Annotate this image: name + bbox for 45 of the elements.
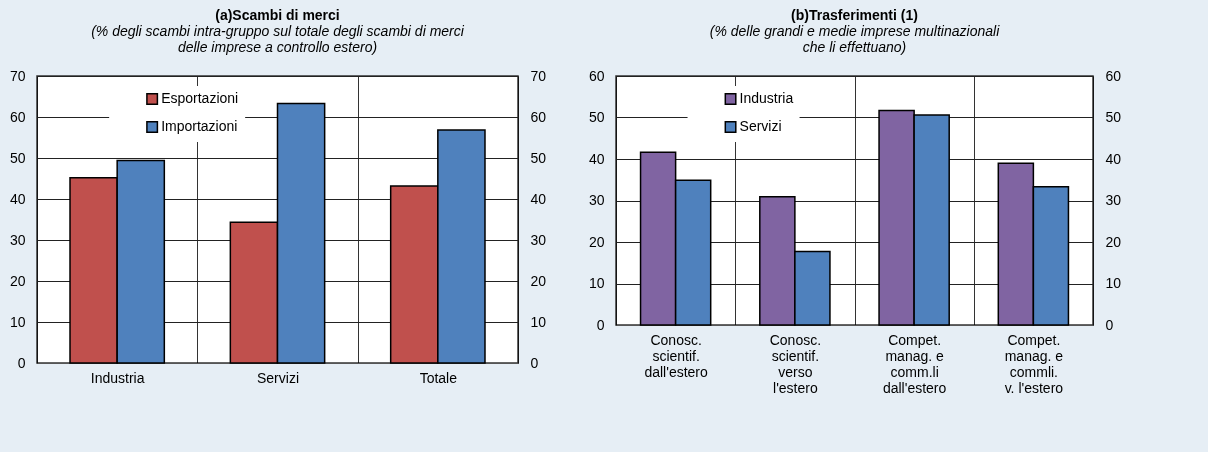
- legend-label: Industria: [739, 90, 794, 106]
- x-tick-label: Compet. manag. e comm.li dall'estero: [882, 331, 947, 396]
- y2-tick-label: 20: [530, 272, 547, 289]
- y-tick-label: 0: [596, 316, 605, 333]
- y2-tick-label: 70: [530, 67, 547, 84]
- x-tick-label: Compet. manag. e commli. v. l'estero: [1004, 331, 1064, 396]
- y-tick-label: 40: [588, 150, 605, 167]
- y2-tick-label: 60: [530, 108, 547, 125]
- y-tick-label: 40: [9, 190, 26, 207]
- y2-tick-label: 50: [1105, 109, 1122, 125]
- y-tick-label: 30: [588, 192, 605, 208]
- x-tick-label: Servizi: [256, 369, 300, 386]
- y2-tick-label: 50: [530, 149, 547, 166]
- y2-tick-label: 0: [530, 354, 539, 371]
- chart-subtitle: (% degli scambi intra-gruppo sul totale degli scambi di merci delle imprese a controllo estero): [91, 23, 465, 55]
- x-tick-label: Industria: [90, 369, 145, 386]
- y2-tick-label: 40: [530, 190, 547, 207]
- chart-title: (b)Trasferimenti (1): [791, 7, 918, 23]
- legend-label: Importazioni: [161, 118, 238, 134]
- x-tick-label: Totale: [419, 369, 458, 386]
- y-tick-label: 60: [588, 67, 605, 84]
- y2-tick-label: 20: [1105, 233, 1122, 250]
- legend-label: Esportazioni: [161, 90, 239, 106]
- y-tick-label: 0: [17, 354, 26, 371]
- chart-subtitle: (% delle grandi e medie imprese multinazionali che li effettuano): [709, 23, 1001, 55]
- y-tick-label: 70: [9, 67, 26, 84]
- y-tick-label: 30: [9, 231, 26, 248]
- chart-title: (a)Scambi di merci: [215, 7, 340, 23]
- x-tick-label: Conosc. scientif. verso l'estero: [769, 331, 822, 396]
- y-tick-label: 50: [9, 149, 26, 166]
- y2-tick-label: 30: [530, 231, 547, 248]
- y-tick-label: 10: [588, 275, 605, 291]
- y-tick-label: 50: [588, 109, 605, 125]
- y2-tick-label: 30: [1105, 192, 1122, 208]
- y2-tick-label: 10: [1105, 275, 1122, 291]
- y-tick-label: 20: [9, 272, 26, 289]
- y-tick-label: 60: [9, 108, 26, 125]
- y-tick-label: 20: [588, 233, 605, 250]
- legend-label: Servizi: [739, 118, 782, 134]
- y-tick-label: 10: [9, 313, 26, 330]
- y2-tick-label: 60: [1105, 67, 1122, 84]
- x-tick-label: Conosc. scientif. dall'estero: [644, 331, 709, 380]
- y2-tick-label: 40: [1105, 150, 1122, 167]
- y2-tick-label: 0: [1105, 316, 1114, 333]
- y2-tick-label: 10: [530, 313, 547, 330]
